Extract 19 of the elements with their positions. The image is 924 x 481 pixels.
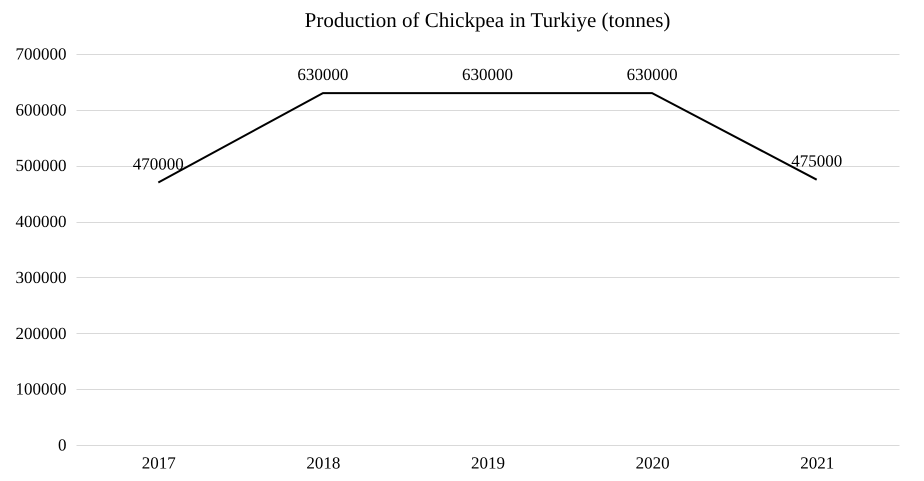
y-tick-label: 0 [58, 436, 66, 454]
x-tick-label: 2017 [142, 454, 176, 472]
data-label: 630000 [462, 65, 513, 84]
data-label: 470000 [132, 154, 184, 174]
y-tick-label: 500000 [16, 156, 66, 176]
x-tick-label: 2020 [636, 454, 670, 472]
data-label: 630000 [297, 65, 348, 84]
y-tick-label: 700000 [16, 44, 66, 64]
y-tick-label: 200000 [16, 324, 66, 343]
y-tick-label: 600000 [16, 100, 66, 120]
x-tick-label: 2019 [471, 454, 505, 472]
chart-title: Production of Chickpea in Turkiye (tonnes) [304, 8, 670, 32]
x-tick-label: 2018 [306, 454, 340, 472]
data-label: 475000 [791, 152, 842, 171]
y-tick-label: 100000 [16, 380, 66, 399]
y-tick-label: 400000 [16, 212, 66, 232]
x-tick-label: 2021 [800, 454, 834, 472]
y-tick-label: 300000 [16, 268, 66, 287]
data-label: 630000 [626, 65, 678, 84]
